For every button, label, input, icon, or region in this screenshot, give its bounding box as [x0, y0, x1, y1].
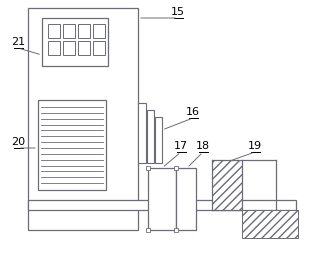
Bar — [78, 41, 90, 55]
Bar — [78, 24, 90, 38]
Bar — [146, 166, 150, 170]
Bar — [148, 168, 176, 230]
Text: 17: 17 — [174, 141, 188, 151]
Bar — [93, 41, 105, 55]
Bar — [176, 168, 196, 230]
Bar — [28, 200, 296, 210]
Bar — [48, 24, 60, 38]
Text: 18: 18 — [196, 141, 210, 151]
Bar — [38, 100, 106, 190]
Bar — [48, 41, 60, 55]
Bar — [28, 8, 138, 230]
Text: 15: 15 — [171, 7, 185, 17]
Bar — [93, 24, 105, 38]
Bar — [242, 210, 298, 238]
Text: 21: 21 — [11, 37, 25, 47]
Text: 19: 19 — [248, 141, 262, 151]
Bar — [138, 103, 146, 163]
Bar — [212, 160, 242, 210]
Text: 16: 16 — [186, 107, 200, 117]
Bar — [42, 18, 108, 66]
Bar — [146, 228, 150, 232]
Bar — [147, 110, 154, 163]
Bar — [174, 228, 178, 232]
Text: 20: 20 — [11, 137, 25, 147]
Bar — [174, 166, 178, 170]
Bar — [155, 117, 162, 163]
Bar — [63, 41, 75, 55]
Bar — [63, 24, 75, 38]
